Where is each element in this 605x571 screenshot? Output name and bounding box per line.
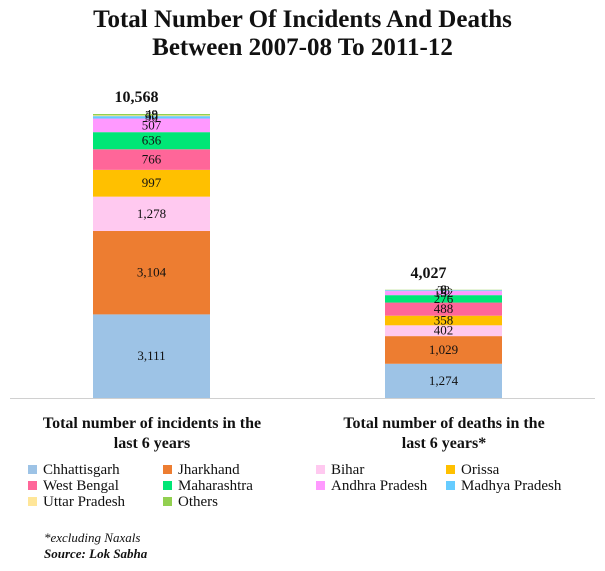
- footnote: *excluding Naxals: [44, 530, 141, 545]
- legend-swatch-orissa: [446, 465, 455, 474]
- legend-swatch-west-bengal: [28, 481, 37, 490]
- chart-title-line-1: Total Number Of Incidents And Deaths: [93, 6, 512, 33]
- stacked-bar-chart: 3,1113,1041,27899776663650790304910,568T…: [10, 89, 595, 452]
- category-label-deaths-line-1: Total number of deaths in the: [343, 415, 544, 432]
- bar-segment-incidents-others: [93, 114, 210, 116]
- legend-swatch-bihar: [316, 465, 325, 474]
- bar-segment-incidents-jharkhand: [93, 230, 210, 315]
- source-note: Source: Lok Sabha: [44, 546, 148, 561]
- data-label-incidents-others: 49: [145, 107, 158, 122]
- legend-item-maharashtra: Maharashtra: [163, 478, 253, 494]
- legend-swatch-madhya-pradesh: [446, 481, 455, 490]
- data-label-deaths-jharkhand: 1,029: [429, 342, 458, 357]
- bar-segment-deaths-maharashtra: [385, 295, 502, 303]
- data-label-incidents-bihar: 1,278: [137, 206, 166, 221]
- legend-label-uttar-pradesh: Uttar Pradesh: [43, 494, 126, 510]
- legend-swatch-chhattisgarh: [28, 465, 37, 474]
- legend-swatch-jharkhand: [163, 465, 172, 474]
- data-label-deaths-others: 9: [440, 282, 447, 297]
- data-label-deaths-andhra-pradesh: 152: [434, 285, 454, 300]
- data-label-deaths-bihar: 402: [434, 323, 454, 338]
- legend-item-jharkhand: Jharkhand: [163, 462, 240, 478]
- bar-segment-incidents-west-bengal: [93, 149, 210, 170]
- bar-segment-incidents-uttar-pradesh: [93, 115, 210, 117]
- bar-segment-incidents-madhya-pradesh: [93, 116, 210, 119]
- legend-item-madhya-pradesh: Madhya Pradesh: [446, 478, 561, 494]
- legend-label-andhra-pradesh: Andhra Pradesh: [331, 478, 428, 494]
- legend-swatch-others: [163, 497, 172, 506]
- bar-segment-deaths-bihar: [385, 325, 502, 337]
- category-label-incidents-line-2: last 6 years: [114, 435, 190, 452]
- data-label-incidents-orissa: 997: [142, 175, 162, 190]
- legend-label-others: Others: [178, 494, 218, 510]
- legend-label-jharkhand: Jharkhand: [178, 462, 240, 478]
- data-label-incidents-west-bengal: 766: [142, 152, 162, 167]
- bar-segment-incidents-bihar: [93, 196, 210, 231]
- legend-swatch-andhra-pradesh: [316, 481, 325, 490]
- legend-item-west-bengal: West Bengal: [28, 478, 119, 494]
- legend-label-west-bengal: West Bengal: [43, 478, 119, 494]
- legend-item-chhattisgarh: Chhattisgarh: [28, 462, 120, 478]
- legend-label-bihar: Bihar: [331, 462, 365, 478]
- legend-label-maharashtra: Maharashtra: [178, 478, 253, 494]
- data-label-deaths-west-bengal: 488: [434, 301, 454, 316]
- legend-label-orissa: Orissa: [461, 462, 500, 478]
- total-label-incidents: 10,568: [115, 89, 159, 106]
- legend-swatch-maharashtra: [163, 481, 172, 490]
- bar-segment-deaths-madhya-pradesh: [385, 290, 502, 292]
- bar-segment-deaths-west-bengal: [385, 302, 502, 316]
- legend-item-others: Others: [163, 494, 218, 510]
- bar-segment-deaths-jharkhand: [385, 336, 502, 364]
- legend-item-andhra-pradesh: Andhra Pradesh: [316, 478, 427, 494]
- legend-swatch-uttar-pradesh: [28, 497, 37, 506]
- data-label-incidents-jharkhand: 3,104: [137, 265, 167, 280]
- legend-label-chhattisgarh: Chhattisgarh: [43, 462, 120, 478]
- bar-segment-incidents-chhattisgarh: [93, 314, 210, 398]
- bar-segment-deaths-orissa: [385, 315, 502, 326]
- data-label-deaths-orissa: 358: [434, 312, 454, 327]
- data-label-incidents-maharashtra: 636: [142, 133, 162, 148]
- category-label-deaths-line-2: last 6 years*: [402, 435, 486, 452]
- chart-title-line-2: Between 2007-08 To 2011-12: [152, 34, 453, 61]
- bar-segment-deaths-andhra-pradesh: [385, 291, 502, 296]
- total-label-deaths: 4,027: [411, 265, 447, 282]
- bar-segment-incidents-orissa: [93, 169, 210, 197]
- data-label-incidents-chhattisgarh: 3,111: [137, 348, 165, 363]
- data-label-deaths-uttar-pradesh: 6: [440, 282, 447, 297]
- legend-item-orissa: Orissa: [446, 462, 499, 478]
- legend-item-bihar: Bihar: [316, 462, 364, 478]
- bar-segment-incidents-andhra-pradesh: [93, 118, 210, 133]
- data-label-deaths-chhattisgarh: 1,274: [429, 373, 459, 388]
- legend-label-madhya-pradesh: Madhya Pradesh: [461, 478, 562, 494]
- bar-segment-incidents-maharashtra: [93, 132, 210, 150]
- data-label-incidents-andhra-pradesh: 507: [142, 117, 162, 132]
- footnote-block: *excluding Naxals Source: Lok Sabha: [44, 530, 147, 562]
- chart-title: Total Number Of Incidents And Deaths Bet…: [0, 6, 605, 62]
- bar-segment-deaths-chhattisgarh: [385, 363, 502, 398]
- legend-item-uttar-pradesh: Uttar Pradesh: [28, 494, 125, 510]
- category-label-incidents-line-1: Total number of incidents in the: [43, 415, 261, 432]
- data-label-incidents-madhya-pradesh: 90: [145, 109, 158, 124]
